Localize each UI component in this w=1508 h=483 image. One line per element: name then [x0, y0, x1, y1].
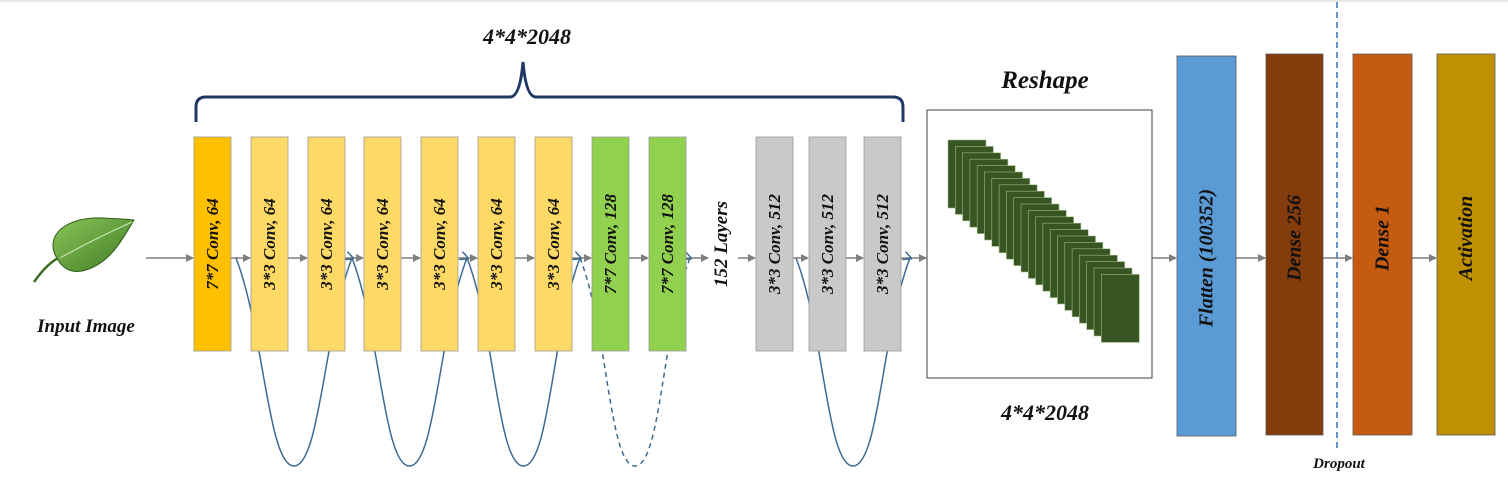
conv-block	[307, 136, 346, 352]
head-layer-2: Dense 256	[1265, 53, 1324, 436]
conv-block	[534, 136, 573, 352]
conv-layer-1: 7*7 Conv, 64	[193, 136, 232, 352]
conv-layer-9: 7*7 Conv, 128	[648, 136, 687, 352]
head-layer-label: Activation	[1455, 196, 1477, 282]
dropout-label: Dropout	[1312, 456, 1366, 472]
head-layer-label: Dense 256	[1284, 195, 1306, 282]
conv-block	[863, 136, 902, 352]
conv-layer-label: 3*3 Conv, 64	[544, 198, 563, 290]
head-layer-label: Flatten (100352)	[1196, 189, 1218, 328]
conv-layer-label: 3*3 Conv, 64	[430, 198, 449, 290]
conv-block	[193, 136, 232, 352]
conv-layer-11: 3*3 Conv, 512	[808, 136, 847, 352]
conv-block	[420, 136, 459, 352]
conv-layer-3: 3*3 Conv, 64	[307, 136, 346, 352]
conv-layer-label: 7*7 Conv, 128	[658, 194, 677, 294]
input-leaf-image	[32, 217, 135, 283]
conv-block	[591, 136, 630, 352]
conv-block	[808, 136, 847, 352]
conv-block	[250, 136, 289, 352]
conv-layer-label: 3*3 Conv, 64	[260, 198, 279, 290]
conv-layer-2: 3*3 Conv, 64	[250, 136, 289, 352]
conv-layer-4: 3*3 Conv, 64	[363, 136, 402, 352]
conv-layer-12: 3*3 Conv, 512	[863, 136, 902, 352]
conv-block	[477, 136, 516, 352]
conv-layers: 7*7 Conv, 64 3*3 Conv, 64 3*3 Conv, 64 3*3 …	[193, 136, 902, 352]
conv-layer-7: 3*3 Conv, 64	[534, 136, 573, 352]
head-layer-label: Dense 1	[1372, 205, 1394, 272]
head-block	[1265, 53, 1324, 436]
conv-layer-8: 7*7 Conv, 128	[591, 136, 630, 352]
head-layer-3: Dense 1	[1352, 53, 1413, 436]
conv-layer-5: 3*3 Conv, 64	[420, 136, 459, 352]
conv-block	[363, 136, 402, 352]
conv-layer-10: 3*3 Conv, 512	[755, 136, 794, 352]
conv-layer-label: 3*3 Conv, 64	[373, 198, 392, 290]
reshape-title: Reshape	[1000, 67, 1089, 94]
conv-block	[648, 136, 687, 352]
head-layer-4: Activation	[1436, 53, 1496, 436]
conv-block	[755, 136, 794, 352]
reshape-feature-maps	[947, 139, 1140, 343]
top-dimension-label: 4*4*2048	[482, 24, 571, 49]
conv-layer-label: 7*7 Conv, 64	[203, 198, 222, 289]
conv-layer-label: 3*3 Conv, 512	[873, 194, 892, 295]
conv-layer-label: 3*3 Conv, 512	[818, 194, 837, 295]
middle-layers-label: 152 Layers	[711, 201, 732, 287]
conv-layer-label: 3*3 Conv, 512	[765, 194, 784, 295]
head-layer-1: Flatten (100352)	[1176, 55, 1237, 437]
head-block	[1352, 53, 1413, 436]
head-block	[1176, 55, 1237, 437]
conv-layer-label: 7*7 Conv, 128	[601, 194, 620, 294]
top-brace	[194, 61, 905, 122]
conv-layer-6: 3*3 Conv, 64	[477, 136, 516, 352]
feature-map-slice	[1101, 274, 1140, 343]
input-image-label: Input Image	[36, 316, 135, 337]
reshape-bottom-label: 4*4*2048	[1000, 400, 1089, 425]
conv-layer-label: 3*3 Conv, 64	[487, 198, 506, 290]
head-block	[1436, 53, 1496, 436]
head-layers: Flatten (100352) Dense 256 Dense 1 Activati…	[1176, 53, 1496, 437]
conv-layer-label: 3*3 Conv, 64	[317, 198, 336, 290]
